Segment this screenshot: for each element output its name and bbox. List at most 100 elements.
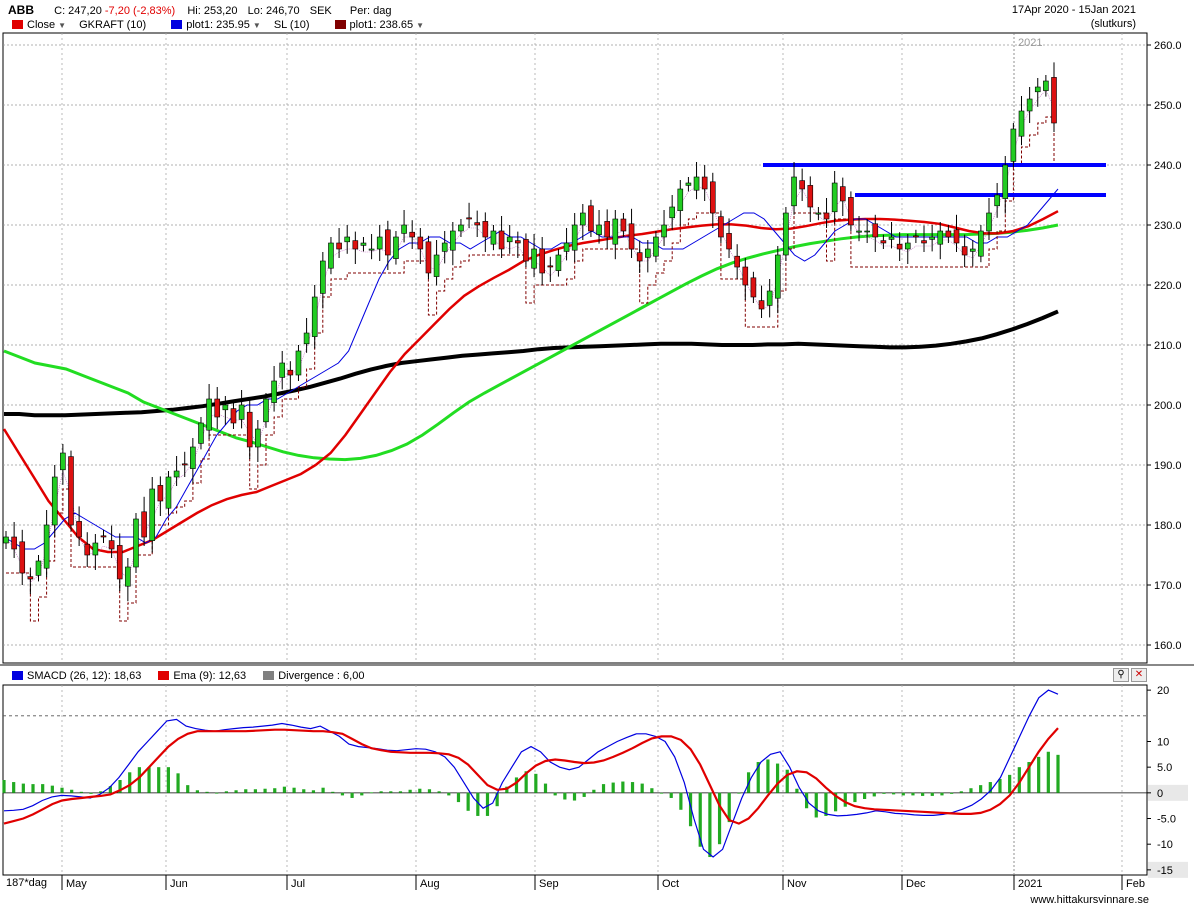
divergence-bar: [553, 792, 557, 796]
candle-body: [165, 476, 172, 509]
plot1-maroon-swatch: [334, 20, 346, 29]
divergence-bar: [572, 792, 577, 801]
price-tick-label: 240.0: [1154, 160, 1182, 172]
candle-body: [636, 252, 643, 262]
candle-body: [238, 404, 245, 420]
candle-body: [571, 224, 578, 251]
ma-green-line: [3, 223, 1059, 462]
divergence-bar: [514, 777, 519, 793]
candle-body: [1043, 80, 1049, 91]
period-label[interactable]: Per: dag: [349, 5, 392, 17]
chevron-down-icon[interactable]: ▼: [416, 21, 425, 30]
candle-body: [35, 560, 42, 576]
legend-ema[interactable]: Ema (9): 12,63: [173, 670, 247, 682]
candle-body: [734, 255, 740, 268]
candle-body: [222, 404, 229, 411]
legend-plot1-maroon[interactable]: plot1: 238.65: [349, 19, 414, 31]
candle-body: [986, 212, 992, 232]
candle-body: [1034, 86, 1041, 93]
chevron-down-icon[interactable]: ▼: [252, 21, 261, 30]
divergence-bar: [911, 792, 915, 796]
ticker-symbol[interactable]: ABB: [8, 3, 34, 17]
candle-body: [758, 300, 765, 310]
candle-body: [628, 223, 635, 250]
divergence-bar: [157, 767, 161, 793]
candle-body: [921, 240, 927, 244]
close-icon[interactable]: ✕: [1131, 668, 1147, 682]
candle-body: [880, 240, 887, 244]
candle-body: [888, 236, 895, 240]
divergence-bar: [215, 792, 219, 794]
candle-body: [279, 362, 286, 378]
legend-smacd[interactable]: SMACD (26, 12): 18,63: [27, 670, 142, 682]
candle-body: [141, 511, 147, 538]
divergence-bar: [195, 790, 199, 793]
main-panel-frame: [2, 32, 1148, 664]
divergence-bar: [234, 790, 238, 793]
candle-body: [482, 221, 489, 238]
divergence-bar: [988, 782, 992, 793]
legend-plot1-blue[interactable]: plot1: 235.95: [186, 19, 250, 31]
candle-body: [994, 194, 1000, 207]
legend-divergence[interactable]: Divergence : 6,00: [278, 670, 365, 682]
divergence-bar: [717, 792, 722, 845]
candle-body: [596, 224, 602, 235]
candle-body: [336, 242, 342, 250]
candle-body: [466, 217, 472, 220]
currency-label: SEK: [309, 5, 332, 17]
candle-body: [149, 488, 156, 541]
macd-tick-label: 10: [1157, 736, 1169, 748]
divergence-bar: [679, 792, 683, 810]
divergence-bar: [495, 792, 499, 807]
candle-body: [799, 180, 805, 190]
divergence-swatch: [263, 671, 275, 680]
candle-body: [92, 542, 99, 556]
legend-close[interactable]: Close: [27, 19, 56, 31]
smacd-swatch: [12, 671, 23, 680]
divergence-bar: [321, 787, 325, 793]
candle-body: [263, 398, 269, 423]
divergence-bar: [601, 784, 606, 793]
divergence-bar: [244, 789, 248, 793]
divergence-bar: [447, 792, 451, 796]
low-value: Lo: 246,70: [247, 5, 300, 17]
ma-red-line: [2, 210, 1059, 554]
divergence-bar: [331, 791, 335, 793]
candle-body: [742, 266, 749, 286]
candle-body: [531, 248, 537, 269]
price-tick-label: 180.0: [1154, 520, 1182, 532]
candle-body: [474, 222, 480, 226]
divergence-bar: [379, 791, 383, 793]
candle-body: [385, 229, 391, 256]
candle-body: [68, 456, 74, 526]
candle-body: [839, 186, 846, 202]
divergence-bar: [427, 789, 432, 793]
divergence-bar: [785, 769, 789, 793]
divergence-bar: [137, 767, 141, 793]
footer-credit[interactable]: www.hittakursvinnare.se: [1030, 894, 1149, 906]
candle-body: [43, 524, 50, 569]
divergence-bar: [630, 782, 635, 793]
candle-body: [588, 205, 594, 232]
legend-gkraft[interactable]: GKRAFT (10): [79, 19, 147, 31]
divergence-bar: [292, 787, 296, 793]
candle-body: [766, 290, 773, 306]
period-box[interactable]: 187*dag: [6, 877, 47, 889]
divergence-bar: [340, 792, 345, 796]
legend-sl[interactable]: SL (10): [273, 19, 310, 31]
divergence-bar: [863, 792, 867, 799]
candle-body: [539, 248, 545, 274]
candle-body: [896, 243, 903, 250]
chevron-down-icon[interactable]: ▼: [58, 21, 67, 30]
divergence-bar: [853, 792, 857, 803]
candle-body: [287, 369, 294, 376]
divergence-bar: [756, 762, 760, 793]
divergence-bar: [611, 782, 615, 793]
month-label: Dec: [906, 878, 926, 890]
candle-body: [328, 242, 334, 269]
divergence-bar: [437, 791, 441, 793]
candle-body: [913, 235, 919, 238]
candle-body: [644, 248, 651, 258]
divergence-bar: [89, 792, 93, 794]
zoom-icon[interactable]: ⚲: [1113, 668, 1129, 682]
